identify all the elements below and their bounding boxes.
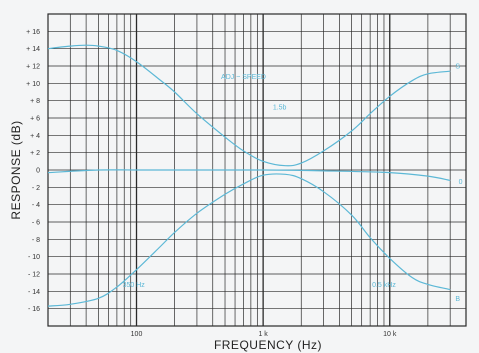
curve-annotation: 350 Hz (123, 282, 146, 289)
series-end-label: B (455, 296, 460, 303)
y-tick-label: - 16 (28, 306, 40, 313)
y-tick-label: - 10 (28, 254, 40, 261)
x-tick-label: 1 k (258, 331, 268, 338)
curve-annotation: 1.5b (273, 104, 287, 111)
y-tick-label: - 14 (28, 289, 40, 296)
curve-annotation: 0.5 kHz (372, 282, 396, 289)
y-tick-label: + 8 (30, 98, 40, 105)
y-tick-label: + 12 (26, 64, 40, 71)
y-axis-title: RESPONSE (dB) (9, 120, 23, 219)
x-tick-label: 10 k (383, 331, 397, 338)
y-tick-label: + 10 (26, 81, 40, 88)
y-tick-label: - 12 (28, 272, 40, 279)
series-line-b (47, 173, 451, 307)
y-tick-label: + 14 (26, 46, 40, 53)
series-end-label: 0 (459, 179, 463, 186)
y-tick-label: + 2 (30, 150, 40, 157)
series-end-label: S (455, 64, 460, 71)
x-axis-title: FREQUENCY (Hz) (214, 338, 322, 352)
x-tick-label: 100 (131, 331, 143, 338)
curve-annotation: ADJ ~ SPEED (221, 74, 266, 81)
chart-tick-labels: - 16 - 14 - 12 - 10 - 8 - 6 - 4 - 2 0 + 2 + 4 + 6 + … (26, 29, 397, 338)
y-tick-label: 0 (36, 168, 40, 175)
y-tick-label: + 16 (26, 29, 40, 36)
y-tick-label: - 4 (32, 202, 40, 209)
chart-annotations: ADJ ~ SPEED 1.5b 350 Hz 0.5 kHz S 0 B (123, 64, 463, 303)
series-line-0 (47, 169, 451, 181)
y-tick-label: - 8 (32, 237, 40, 244)
chart-curves (47, 44, 451, 307)
series-line-s (47, 44, 451, 167)
y-tick-label: - 6 (32, 220, 40, 227)
y-tick-label: - 2 (32, 185, 40, 192)
y-tick-label: + 6 (30, 116, 40, 123)
y-tick-label: + 4 (30, 133, 40, 140)
